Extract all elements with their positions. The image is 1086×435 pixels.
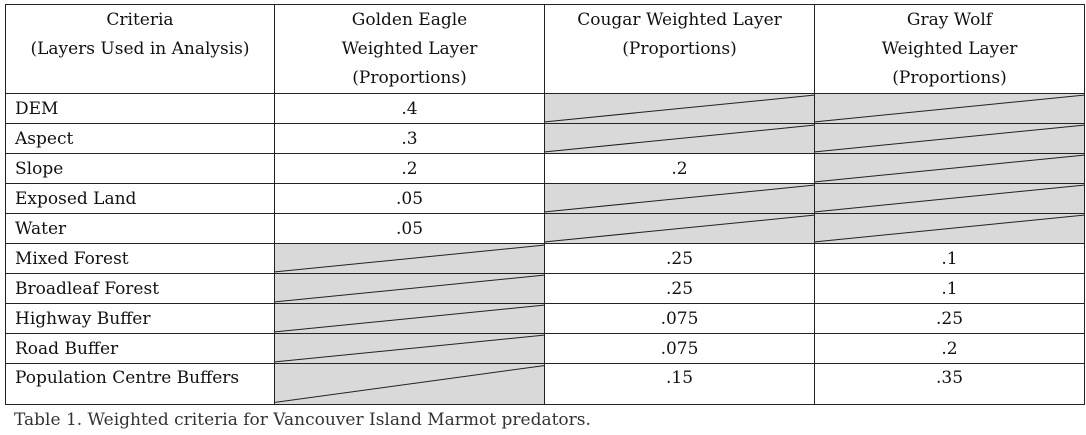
- diagonal-strike: [275, 244, 544, 273]
- weight-cell-cougar: .075: [544, 333, 815, 364]
- criteria-cell: Road Buffer: [5, 333, 275, 364]
- table-row: Exposed Land .05: [5, 183, 1085, 214]
- header-line: (Proportions): [892, 68, 1007, 88]
- weight-cell-golden-eagle: .05: [274, 213, 545, 244]
- header-line: (Proportions): [352, 68, 467, 88]
- weight-cell-cougar: .25: [544, 273, 815, 304]
- diagonal-strike: [815, 124, 1084, 153]
- not-applicable-cell-golden-eagle: [274, 303, 545, 334]
- table-caption: Table 1. Weighted criteria for Vancouver…: [14, 410, 591, 430]
- weight-cell-gray-wolf: .1: [814, 273, 1085, 304]
- diagonal-strike: [545, 214, 814, 243]
- weight-cell-gray-wolf: .1: [814, 243, 1085, 274]
- diagonal-strike: [815, 214, 1084, 243]
- weight-cell-cougar: .15: [544, 363, 815, 405]
- criteria-cell: Highway Buffer: [5, 303, 275, 334]
- criteria-cell: Exposed Land: [5, 183, 275, 214]
- table-row: Water .05: [5, 213, 1085, 244]
- header-line: Weighted Layer: [341, 39, 478, 59]
- criteria-cell: Aspect: [5, 123, 275, 154]
- diagonal-strike: [275, 274, 544, 303]
- header-cougar: Cougar Weighted Layer (Proportions): [544, 4, 815, 94]
- table-row: Slope .2.2: [5, 153, 1085, 184]
- not-applicable-cell-cougar: [544, 183, 815, 214]
- not-applicable-cell-golden-eagle: [274, 243, 545, 274]
- header-gray-wolf: Gray Wolf Weighted Layer (Proportions): [814, 4, 1085, 94]
- table-body: DEM .4 Aspect .3 Slope .2.2 Exposed Land .05 Wat…: [5, 93, 1085, 405]
- weight-cell-cougar: .075: [544, 303, 815, 334]
- not-applicable-cell-cougar: [544, 213, 815, 244]
- table-row: Highway Buffer .075.25: [5, 303, 1085, 334]
- weight-cell-cougar: .25: [544, 243, 815, 274]
- diagonal-strike: [275, 304, 544, 333]
- weight-cell-cougar: .2: [544, 153, 815, 184]
- not-applicable-cell-gray-wolf: [814, 153, 1085, 184]
- weight-cell-gray-wolf: .25: [814, 303, 1085, 334]
- header-criteria: Criteria (Layers Used in Analysis): [5, 4, 275, 94]
- diagonal-strike: [815, 94, 1084, 123]
- criteria-cell: Mixed Forest: [5, 243, 275, 274]
- weight-cell-golden-eagle: .3: [274, 123, 545, 154]
- header-row: Criteria (Layers Used in Analysis) Golde…: [5, 4, 1085, 94]
- not-applicable-cell-cougar: [544, 123, 815, 154]
- diagonal-strike: [815, 154, 1084, 183]
- header-golden-eagle: Golden Eagle Weighted Layer (Proportions…: [274, 4, 545, 94]
- criteria-cell: Broadleaf Forest: [5, 273, 275, 304]
- header-line: (Layers Used in Analysis): [30, 39, 250, 59]
- weight-cell-golden-eagle: .2: [274, 153, 545, 184]
- criteria-cell: DEM: [5, 93, 275, 124]
- header-line: Weighted Layer: [881, 39, 1018, 59]
- header-line: Cougar Weighted Layer: [577, 10, 782, 30]
- table-row: DEM .4: [5, 93, 1085, 124]
- table-row: Mixed Forest .25.1: [5, 243, 1085, 274]
- weight-cell-gray-wolf: .35: [814, 363, 1085, 405]
- weight-cell-gray-wolf: .2: [814, 333, 1085, 364]
- weight-cell-golden-eagle: .05: [274, 183, 545, 214]
- diagonal-strike: [545, 94, 814, 123]
- criteria-cell: Water: [5, 213, 275, 244]
- diagonal-strike: [275, 334, 544, 363]
- criteria-cell: Slope: [5, 153, 275, 184]
- table-row: Population Centre Buffers .15.35: [5, 363, 1085, 405]
- not-applicable-cell-gray-wolf: [814, 213, 1085, 244]
- table-row: Broadleaf Forest .25.1: [5, 273, 1085, 304]
- table-row: Road Buffer .075.2: [5, 333, 1085, 364]
- not-applicable-cell-gray-wolf: [814, 93, 1085, 124]
- header-line: Golden Eagle: [351, 10, 468, 30]
- not-applicable-cell-gray-wolf: [814, 123, 1085, 154]
- diagonal-strike: [545, 124, 814, 153]
- not-applicable-cell-gray-wolf: [814, 183, 1085, 214]
- not-applicable-cell-golden-eagle: [274, 333, 545, 364]
- not-applicable-cell-cougar: [544, 93, 815, 124]
- diagonal-strike: [815, 184, 1084, 213]
- header-line: Criteria: [106, 10, 174, 30]
- not-applicable-cell-golden-eagle: [274, 273, 545, 304]
- weight-cell-golden-eagle: .4: [274, 93, 545, 124]
- not-applicable-cell-golden-eagle: [274, 363, 545, 405]
- header-line: Gray Wolf: [906, 10, 993, 30]
- criteria-cell: Population Centre Buffers: [5, 363, 275, 405]
- header-line: (Proportions): [622, 39, 737, 59]
- diagonal-strike: [545, 184, 814, 213]
- diagonal-strike: [275, 364, 544, 404]
- table-row: Aspect .3: [5, 123, 1085, 154]
- weighted-criteria-table: Criteria (Layers Used in Analysis) Golde…: [5, 4, 1085, 405]
